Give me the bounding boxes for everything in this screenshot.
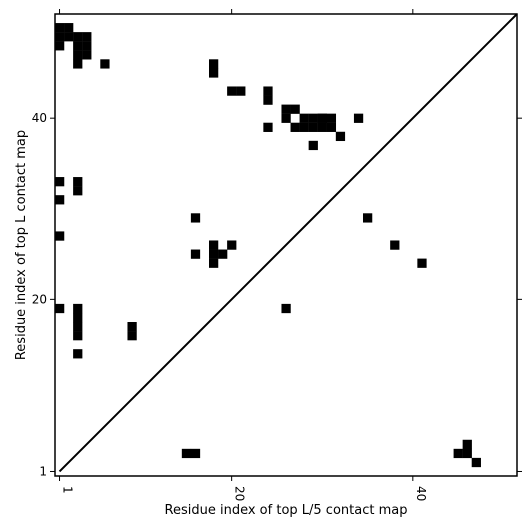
contact-cell-top-l5 — [190, 448, 201, 459]
axis-ticks: 1 20 40 1 20 40 — [32, 9, 522, 501]
contact-cell-top-l5 — [462, 439, 472, 450]
y-tick-label: 20 — [32, 292, 47, 306]
contact-cell-top-l — [73, 32, 83, 42]
contact-cell-top-l — [55, 231, 65, 241]
y-tick-label: 1 — [39, 464, 47, 478]
contact-cell-top-l — [55, 303, 65, 314]
contact-cell-top-l — [55, 177, 65, 187]
contact-cell-top-l — [100, 59, 110, 69]
contact-cell-top-l — [73, 41, 83, 51]
contact-cell-top-l — [55, 32, 65, 42]
contact-cell-top-l — [263, 86, 273, 96]
contact-cell-top-l — [317, 122, 327, 132]
contact-cell-top-l — [263, 95, 273, 105]
contact-cell-top-l — [64, 32, 74, 42]
contact-cell-top-l — [73, 331, 83, 341]
contact-cell-top-l5 — [462, 448, 472, 459]
x-axis-label: Residue index of top L/5 contact map — [165, 503, 408, 518]
contact-cell-top-l — [227, 240, 237, 250]
contact-cell-top-l — [73, 177, 83, 187]
contact-cell-top-l — [82, 41, 92, 51]
y-tick-label: 40 — [32, 111, 47, 125]
contact-cell-top-l — [326, 113, 337, 123]
contact-cell-top-l — [55, 41, 65, 51]
contact-cell-top-l — [209, 249, 219, 259]
contact-cell-top-l — [218, 249, 228, 259]
contact-cell-top-l — [308, 140, 318, 151]
contact-cell-top-l — [55, 195, 65, 205]
contact-cell-top-l5 — [353, 113, 364, 123]
contact-cell-top-l — [127, 331, 137, 341]
contact-cell-top-l — [55, 23, 65, 33]
contact-cell-top-l5 — [390, 240, 400, 250]
contact-cell-top-l — [263, 122, 273, 132]
contact-cell-top-l — [82, 50, 92, 60]
contact-cell-top-l — [64, 23, 74, 33]
contact-cell-top-l — [73, 349, 83, 359]
contact-cell-top-l — [299, 113, 309, 123]
contact-cell-top-l — [209, 59, 219, 69]
contact-cell-top-l5 — [363, 213, 373, 223]
contact-cell-top-l5 — [471, 457, 481, 468]
contact-cell-top-l — [190, 213, 201, 223]
contact-cell-top-l — [335, 131, 346, 142]
contact-cell-top-l — [281, 303, 291, 314]
contact-cell-top-l — [127, 322, 137, 332]
contact-cell-top-l — [227, 86, 237, 96]
contact-cell-top-l — [73, 59, 83, 69]
contact-cell-top-l — [73, 50, 83, 60]
contact-cell-top-l — [73, 312, 83, 323]
contact-cell-top-l — [308, 113, 318, 123]
contact-cell-top-l5 — [181, 448, 192, 459]
contact-cell-top-l — [209, 68, 219, 78]
contact-cell-top-l — [290, 104, 300, 114]
contact-cell-top-l — [317, 113, 327, 123]
contact-cell-top-l — [236, 86, 246, 96]
contact-cell-top-l — [281, 113, 291, 123]
contact-cell-top-l — [281, 104, 291, 114]
contact-cell-top-l — [190, 249, 201, 259]
x-tick-label: 40 — [414, 486, 428, 501]
x-tick-label: 20 — [233, 486, 247, 501]
contact-cells — [55, 23, 481, 468]
contact-cell-top-l — [290, 122, 300, 132]
plot-frame — [54, 13, 518, 477]
contact-cell-top-l5 — [417, 258, 427, 268]
contact-cell-top-l — [308, 122, 318, 132]
contact-cell-top-l5 — [453, 448, 463, 459]
contact-cell-top-l — [73, 186, 83, 196]
diagonal-line — [58, 13, 518, 473]
contact-cell-top-l — [326, 122, 337, 132]
contact-cell-top-l — [299, 122, 309, 132]
x-tick-label: 1 — [61, 486, 75, 494]
contact-cell-top-l — [209, 240, 219, 250]
contact-cell-top-l — [82, 32, 92, 42]
contact-cell-top-l — [73, 303, 83, 314]
contact-cell-top-l — [73, 322, 83, 332]
contact-cell-top-l — [209, 258, 219, 268]
y-axis-label: Residue index of top L contact map — [14, 130, 29, 360]
